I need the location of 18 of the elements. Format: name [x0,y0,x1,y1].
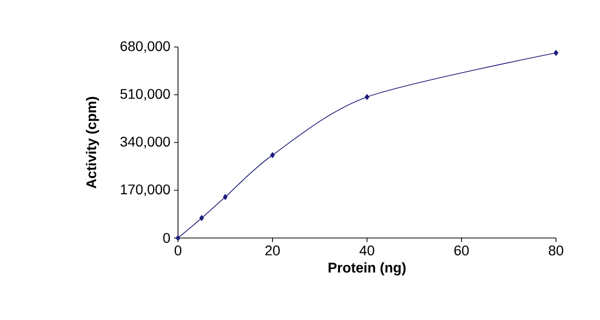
x-axis-title: Protein (ng) [328,262,406,276]
y-axis-title: Activity (cpm) [86,96,99,188]
point [176,235,180,241]
x-tick-label: 20 [265,246,280,256]
y-tick-label: 0 [163,233,170,243]
y-tick-label: 680,000 [120,41,170,53]
x-tick-label: 0 [174,246,182,256]
point [270,152,275,158]
point [364,94,370,100]
x-tick-label: 80 [548,246,564,256]
point [222,194,228,200]
point [199,215,204,221]
x-tick-label: 60 [454,246,469,256]
y-tick-label: 340,000 [120,136,170,148]
y-tick-label: 510,000 [120,88,170,101]
point [554,50,558,56]
y-tick-label: 170,000 [120,184,170,196]
x-tick-label: 40 [360,246,374,256]
